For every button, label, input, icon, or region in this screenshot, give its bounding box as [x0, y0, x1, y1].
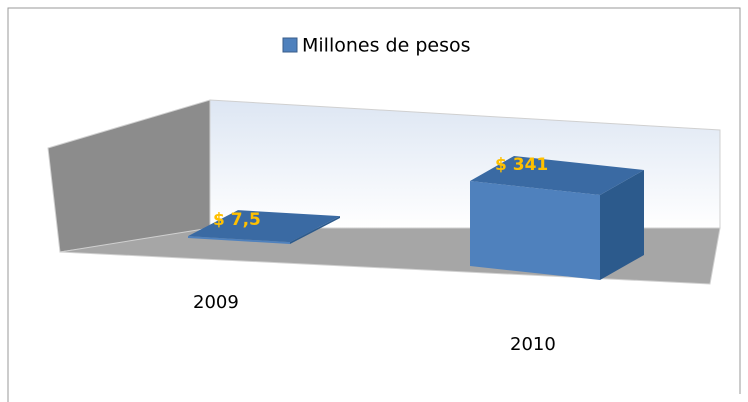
value-label: $ 7,5 — [213, 210, 261, 230]
legend-swatch — [282, 37, 298, 53]
bar-side — [600, 170, 644, 280]
bar-top — [470, 156, 644, 195]
bar-top — [188, 210, 340, 243]
bar-front — [470, 181, 600, 280]
bar-front — [188, 236, 290, 244]
x-tick-label: 2009 — [193, 292, 239, 313]
legend-label: Millones de pesos — [302, 35, 471, 57]
x-tick-label: 2010 — [510, 334, 556, 355]
bar-side — [290, 216, 340, 244]
side-wall — [47, 99, 211, 253]
chart-frame — [7, 7, 741, 402]
value-label: $ 341 — [495, 155, 548, 175]
